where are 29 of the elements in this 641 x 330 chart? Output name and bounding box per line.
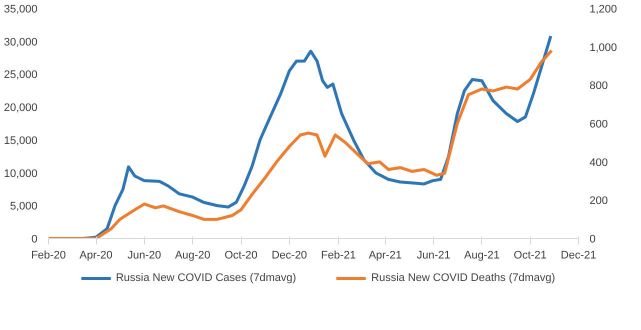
y-tick-label: 5,000 — [10, 200, 38, 213]
y-tick-label: 15,000 — [4, 134, 38, 147]
legend-label: Russia New COVID Cases (7dmavg) — [116, 272, 296, 284]
x-tick-label: Oct-20 — [224, 250, 258, 262]
y-tick-label: 10,000 — [4, 168, 38, 180]
x-tick-label: Aug-20 — [174, 250, 210, 262]
y-tick-label: 35,000 — [4, 4, 38, 16]
x-tick-label: Aug-21 — [464, 250, 500, 262]
x-tick-label: Feb-21 — [321, 250, 356, 262]
y2-tick-label: 800 — [590, 80, 608, 92]
x-tick-label: Oct-21 — [514, 250, 547, 262]
y2-tick-label: 0 — [590, 234, 596, 246]
y-tick-label: 30,000 — [4, 36, 38, 48]
x-tick-label: Apr-20 — [80, 250, 113, 262]
y-tick-label: 20,000 — [4, 102, 38, 114]
x-tick-label: Dec-21 — [560, 250, 596, 262]
x-tick-label: Jun-20 — [128, 250, 162, 262]
y2-tick-label: 200 — [590, 195, 608, 208]
y2-tick-label: 1,000 — [590, 42, 618, 54]
x-tick-label: Apr-21 — [368, 250, 402, 262]
x-tick-label: Feb-20 — [31, 250, 66, 262]
x-tick-label: Dec-20 — [272, 250, 308, 262]
y-tick-label: 0 — [31, 234, 38, 246]
y2-tick-label: 600 — [590, 118, 608, 130]
y2-tick-label: 1,200 — [590, 4, 618, 16]
x-tick-label: Jun-21 — [416, 250, 450, 262]
y2-tick-label: 400 — [590, 156, 608, 169]
y-tick-label: 25,000 — [4, 69, 38, 82]
legend-label: Russia New COVID Deaths (7dmavg) — [371, 272, 556, 284]
